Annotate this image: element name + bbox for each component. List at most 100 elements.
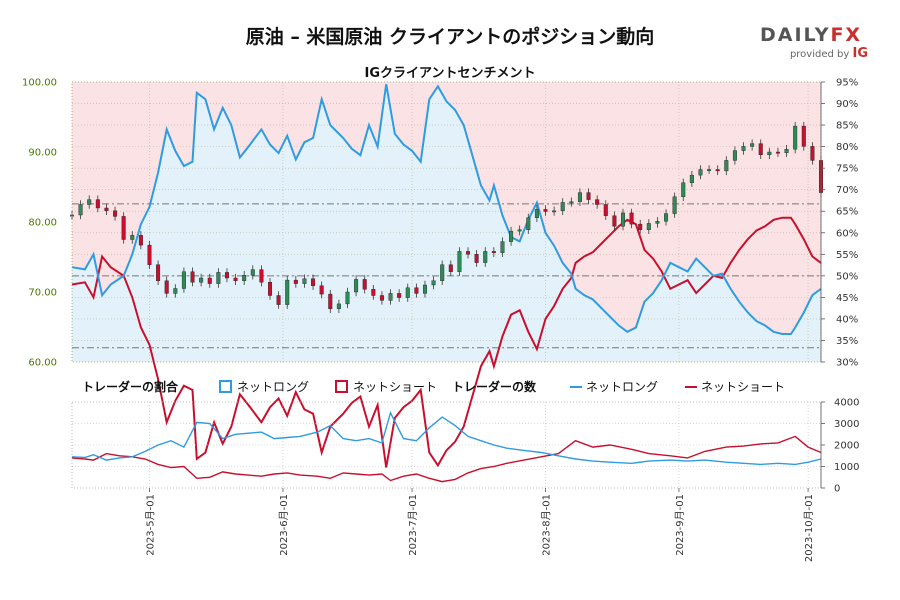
legend-swatch-long-pct — [219, 380, 232, 393]
pct-tick-label: 55% — [836, 250, 858, 261]
price-candle-up — [500, 241, 505, 254]
price-candle-up — [285, 279, 290, 305]
bottom-panel: 0 1000 2000 3000 4000 2023-5月-01 2023-6月-01 202… — [71, 398, 859, 562]
dailyfx-logo: DAILYFX provided by IG — [760, 24, 870, 61]
price-candle-down — [638, 223, 643, 230]
price-candle-up — [173, 288, 178, 294]
price-candle-down — [397, 293, 402, 298]
legend-swatch-short-pct — [335, 380, 348, 393]
legend-label-short-num: ネットショート — [701, 380, 785, 394]
price-candle-up — [672, 196, 677, 214]
date-tick-label: 2023-9月-01 — [674, 494, 686, 556]
price-candle-down — [319, 285, 324, 295]
price-candle-down — [164, 280, 169, 294]
pct-tick-label: 65% — [836, 207, 858, 218]
price-candle-down — [104, 207, 109, 211]
count-tick-label: 4000 — [834, 398, 859, 409]
price-candle-down — [371, 289, 376, 296]
price-candle-up — [302, 278, 307, 284]
net-short-pct-line — [71, 216, 822, 468]
price-candle-up — [78, 204, 83, 216]
pct-tick-label: 80% — [836, 142, 858, 153]
price-candle-down — [491, 251, 496, 253]
date-tick-label: 2023-10月-01 — [803, 494, 815, 562]
price-tick-label: 90.00 — [28, 148, 57, 159]
price-candle-up — [517, 229, 522, 232]
price-candle-down — [362, 279, 367, 290]
price-candle-up — [130, 235, 135, 240]
price-candle-up — [732, 150, 737, 161]
pct-tick-label: 35% — [836, 336, 858, 347]
price-candle-up — [181, 271, 186, 289]
price-tick-label: 80.00 — [28, 218, 57, 229]
price-candle-up — [345, 291, 350, 305]
price-candle-down — [156, 264, 161, 282]
pct-tick-label: 70% — [836, 185, 858, 196]
price-candle-down — [448, 264, 453, 272]
legend-title-pct: トレーダーの割合 — [82, 379, 179, 394]
price-candle-down — [801, 125, 806, 147]
pct-tick-label: 95% — [836, 78, 858, 89]
price-candle-up — [526, 217, 531, 230]
price-candle-up — [431, 280, 436, 286]
count-tick-label: 2000 — [834, 441, 859, 452]
price-candle-down — [595, 199, 600, 205]
net-short-count-line — [71, 435, 822, 483]
price-candle-down — [328, 293, 333, 310]
price-candle-up — [707, 169, 712, 171]
date-tick-label: 2023-8月-01 — [541, 494, 553, 556]
price-candle-up — [698, 169, 703, 176]
price-candle-down — [603, 204, 608, 216]
price-candle-down — [276, 295, 281, 305]
price-candle-down — [224, 272, 229, 279]
price-candle-up — [767, 151, 772, 155]
price-candle-up — [242, 275, 247, 282]
price-candle-up — [216, 272, 221, 284]
price-candle-up — [620, 212, 625, 227]
price-candle-up — [750, 143, 755, 147]
price-tick-label: 100.00 — [22, 78, 57, 89]
price-candle-up — [784, 148, 789, 153]
price-candle-down — [612, 215, 617, 227]
date-tick-label: 2023-7月-01 — [407, 494, 419, 556]
legend-label-long-num: ネットロング — [586, 380, 658, 394]
price-candle-up — [741, 146, 746, 151]
price-candle-down — [775, 151, 780, 154]
price-candle-down — [586, 192, 591, 200]
price-candle-up — [560, 202, 565, 211]
price-candle-up — [534, 209, 539, 218]
pct-tick-label: 45% — [836, 293, 858, 304]
price-candle-down — [810, 146, 815, 161]
pct-tick-label: 60% — [836, 228, 858, 239]
count-tick-label: 3000 — [834, 419, 859, 430]
price-candle-down — [311, 278, 316, 286]
price-candle-down — [207, 277, 212, 284]
price-candle-up — [577, 192, 582, 202]
price-tick-label: 70.00 — [28, 288, 57, 299]
date-tick-label: 2023-6月-01 — [278, 494, 290, 556]
price-tick-label: 60.00 — [28, 358, 57, 369]
price-candle-up — [552, 210, 557, 213]
price-candle-down — [466, 251, 471, 255]
main-panel: IGクライアントセンチメント 60.00 70.00 80.00 90.00 100.00… — [22, 66, 858, 468]
price-candle-down — [758, 143, 763, 156]
price-candle-up — [689, 174, 694, 184]
price-candle-up — [354, 279, 359, 293]
net-long-pct-line — [71, 84, 822, 335]
legend-label-short-pct: ネットショート — [353, 380, 437, 394]
pct-tick-label: 50% — [836, 271, 858, 282]
price-candle-down — [474, 253, 479, 263]
price-candle-down — [233, 277, 238, 281]
price-candle-up — [87, 199, 92, 205]
price-candle-up — [250, 269, 255, 276]
date-tick-label: 2023-5月-01 — [144, 494, 156, 556]
price-candle-down — [379, 295, 384, 301]
price-candle-down — [543, 209, 548, 212]
price-candle-down — [715, 169, 720, 172]
pct-tick-label: 30% — [836, 358, 858, 369]
price-candle-up — [483, 251, 488, 263]
price-candle-up — [199, 277, 204, 283]
price-candle-down — [147, 244, 152, 265]
price-candle-up — [646, 223, 651, 230]
